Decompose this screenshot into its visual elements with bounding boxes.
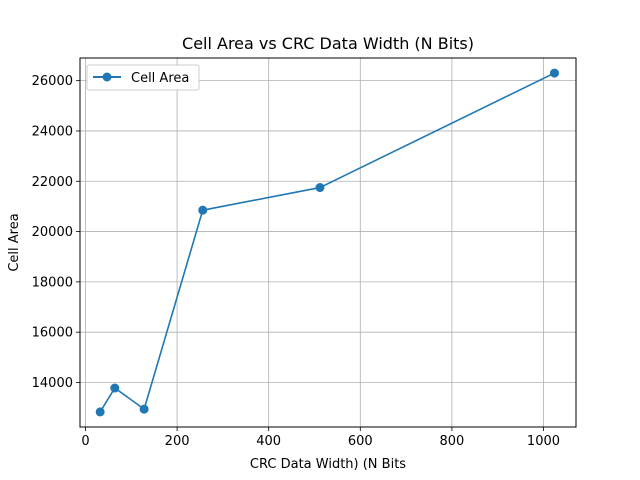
legend-label-cell-area: Cell Area [131,71,189,86]
legend: Cell Area [86,64,200,91]
x-tick-label: 800 [439,434,464,449]
data-point [139,404,149,414]
y-tick-label: 14000 [32,376,73,391]
plot-frame [79,57,577,428]
data-point [95,407,105,417]
y-tick-label: 22000 [32,175,73,190]
grid-layer [80,58,576,427]
tick-layer: 0 200 400 600 800 1000 14000 16000 18000 20000 220… [32,74,560,449]
series-layer [95,68,559,417]
y-axis-label: Cell Area [7,213,22,271]
y-tick-label: 16000 [32,326,73,341]
series-line-cell-area [99,72,555,413]
y-tick-label: 18000 [32,275,73,290]
legend-marker [102,72,112,82]
chart-title: Cell Area vs CRC Data Width (N Bits) [182,34,474,53]
data-point [549,68,559,78]
x-tick-label: 200 [165,434,190,449]
data-point [315,183,325,193]
y-tick-label: 26000 [32,74,73,89]
data-point [198,205,208,215]
data-point [110,383,120,393]
x-tick-label: 600 [348,434,373,449]
x-axis-label: CRC Data Width) (N Bits [250,457,406,472]
legend-box [86,64,200,91]
x-tick-label: 0 [81,434,89,449]
y-tick-label: 20000 [32,225,73,240]
x-tick-label: 1000 [527,434,560,449]
y-tick-label: 24000 [32,124,73,139]
x-tick-label: 400 [256,434,281,449]
